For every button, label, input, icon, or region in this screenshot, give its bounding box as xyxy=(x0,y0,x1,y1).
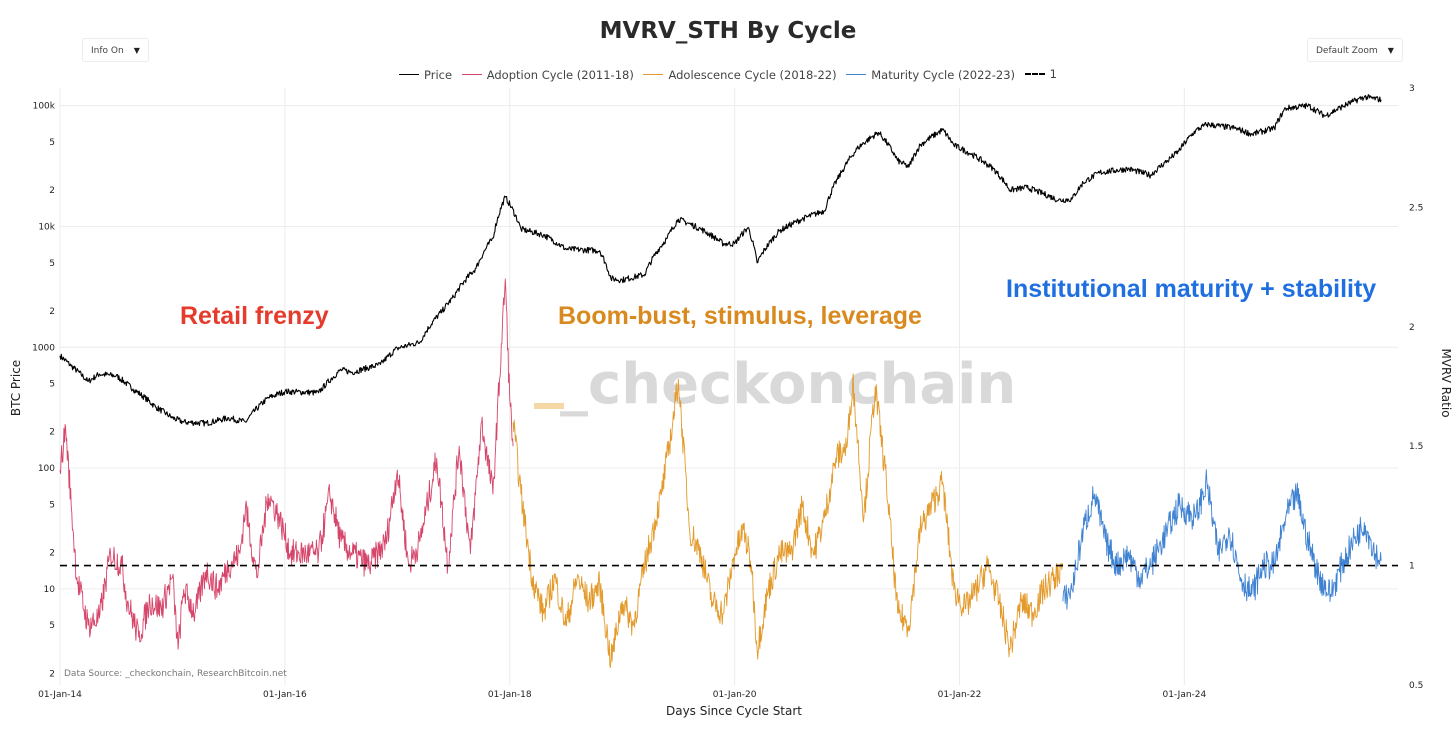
x-tick-label: 01-Jan-20 xyxy=(713,690,757,700)
y-axis-right-title: MVRV Ratio xyxy=(1439,348,1453,417)
y-left-tick-label: 5 xyxy=(49,380,55,390)
legend-swatch xyxy=(1024,73,1045,75)
y-left-tick-label: 1000 xyxy=(32,343,55,353)
annotation-retail-frenzy: Retail frenzy xyxy=(180,302,329,330)
series-line-adolescence xyxy=(512,373,1064,669)
x-tick-label: 01-Jan-22 xyxy=(938,690,982,700)
y-right-tick-label: 1.5 xyxy=(1409,442,1423,452)
watermark-underscore-mark xyxy=(534,403,564,409)
series-line-maturity xyxy=(1062,469,1382,610)
y-left-tick-label: 5 xyxy=(49,138,55,148)
legend-swatch xyxy=(643,74,664,75)
y-left-tick-label: 5 xyxy=(49,621,55,631)
zoom-label: Default Zoom xyxy=(1316,46,1378,56)
legend-item-adoption[interactable]: Adoption Cycle (2011-18) xyxy=(461,67,634,82)
y-left-tick-label: 5 xyxy=(49,259,55,269)
legend-label: Adolescence Cycle (2018-22) xyxy=(668,67,837,82)
y-left-tick-label: 2 xyxy=(49,669,55,679)
series-line-price xyxy=(59,94,1382,427)
y-left-tick-label: 2 xyxy=(49,548,55,558)
legend-item-adolescence[interactable]: Adolescence Cycle (2018-22) xyxy=(643,67,837,82)
y-right-tick-label: 1 xyxy=(1409,562,1415,572)
zoom-dropdown[interactable]: Default Zoom ▼ xyxy=(1307,38,1403,62)
x-tick-label: 01-Jan-24 xyxy=(1162,690,1206,700)
chevron-down-icon: ▼ xyxy=(1387,46,1394,55)
legend-label: Price xyxy=(424,67,453,82)
y-right-tick-label: 0.5 xyxy=(1409,681,1423,691)
legend-swatch xyxy=(399,74,419,75)
data-source-note: Data Source: _checkonchain, ResearchBitc… xyxy=(64,669,287,679)
series-layer xyxy=(59,94,1398,669)
watermark: _checkonchain xyxy=(560,352,1016,417)
y-right-tick-label: 3 xyxy=(1409,84,1415,94)
annotation-boom-bust: Boom-bust, stimulus, leverage xyxy=(558,302,922,330)
x-tick-label: 01-Jan-16 xyxy=(263,690,307,700)
y-left-tick-label: 2 xyxy=(49,307,55,317)
chart-title: MVRV_STH By Cycle xyxy=(599,18,857,44)
legend-item-one[interactable]: 1 xyxy=(1024,67,1057,81)
y-left-tick-label: 2 xyxy=(49,428,55,438)
legend: Price Adoption Cycle (2011-18) Adolescen… xyxy=(0,64,1456,82)
legend-swatch xyxy=(461,74,482,75)
legend-label: Maturity Cycle (2022-23) xyxy=(871,67,1016,82)
y-left-tick-label: 5 xyxy=(49,500,55,510)
x-tick-label: 01-Jan-14 xyxy=(38,690,82,700)
legend-item-price[interactable]: Price xyxy=(399,68,452,82)
y-axis-left-title: BTC Price xyxy=(9,360,23,416)
legend-swatch xyxy=(846,74,867,75)
y-left-tick-label: 10k xyxy=(38,222,55,232)
legend-label: 1 xyxy=(1049,67,1057,81)
x-tick-label: 01-Jan-18 xyxy=(488,690,532,700)
tick-labels: 01-Jan-14 01-Jan-16 01-Jan-18 01-Jan-20 01-J… xyxy=(32,84,1423,700)
y-left-tick-label: 100 xyxy=(38,464,55,474)
info-toggle-dropdown[interactable]: Info On ▼ xyxy=(82,38,149,62)
y-right-tick-label: 2 xyxy=(1409,323,1415,333)
y-left-tick-label: 100k xyxy=(33,102,56,112)
y-left-tick-label: 10 xyxy=(44,585,56,595)
info-toggle-label: Info On xyxy=(91,46,124,56)
chevron-down-icon: ▼ xyxy=(133,46,140,55)
y-right-tick-label: 2.5 xyxy=(1409,203,1423,213)
legend-label: Adoption Cycle (2011-18) xyxy=(486,67,634,82)
y-left-tick-label: 2 xyxy=(49,186,55,196)
series-line-adoption xyxy=(59,278,514,650)
x-axis-title: Days Since Cycle Start xyxy=(666,704,802,718)
annotation-institutional: Institutional maturity + stability xyxy=(1006,275,1376,303)
gridlines xyxy=(59,88,1398,685)
legend-item-maturity[interactable]: Maturity Cycle (2022-23) xyxy=(846,68,1015,82)
